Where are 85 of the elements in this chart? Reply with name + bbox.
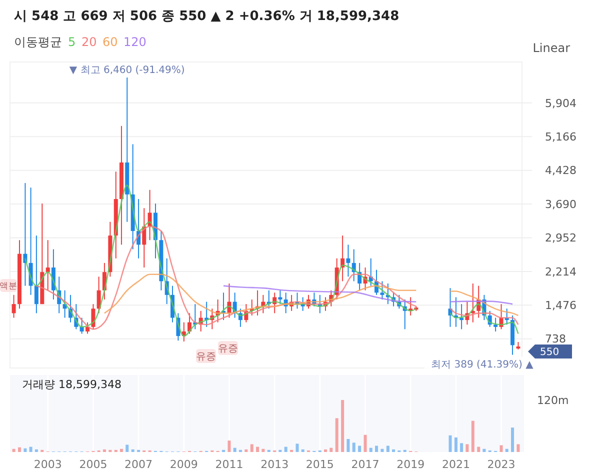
bar xyxy=(120,448,123,452)
bar xyxy=(454,437,458,452)
candlestick xyxy=(494,317,498,332)
y-tick-label: 5,166 xyxy=(545,130,576,144)
bar xyxy=(18,447,21,452)
bar xyxy=(256,446,260,452)
candlestick xyxy=(346,244,350,278)
y-tick-label: 1,476 xyxy=(545,299,576,312)
candlestick xyxy=(278,290,282,305)
chart-title: 거래량 18,599,348 xyxy=(22,378,122,391)
y-tick-label: 2,952 xyxy=(545,232,576,245)
annotation: 550 xyxy=(540,346,560,358)
text: Linear xyxy=(532,41,570,55)
bar xyxy=(233,448,236,452)
candlestick xyxy=(86,322,90,334)
annotation: 유증 xyxy=(218,344,238,354)
bar xyxy=(380,448,384,452)
bar xyxy=(471,420,474,452)
x-tick-label: 2005 xyxy=(79,458,108,471)
bar xyxy=(24,448,27,452)
bar xyxy=(505,448,508,452)
text: 20 xyxy=(82,35,97,49)
text: 120m xyxy=(537,394,569,407)
bar xyxy=(482,448,486,452)
text: 60 xyxy=(102,35,118,49)
y-tick-label: 2,214 xyxy=(545,265,576,278)
bar xyxy=(375,446,378,452)
y-tick-label: 738 xyxy=(545,332,566,346)
bar xyxy=(34,449,38,452)
bar xyxy=(352,442,356,452)
bar xyxy=(369,448,372,452)
x-tick-label: 2013 xyxy=(260,458,289,471)
candlestick xyxy=(380,280,384,300)
x-tick-label: 2009 xyxy=(170,458,198,471)
bar xyxy=(511,428,514,452)
bar xyxy=(12,448,16,452)
bar xyxy=(324,449,327,452)
bar xyxy=(131,449,134,452)
annotation: 액분 xyxy=(0,281,18,292)
bar xyxy=(341,400,344,452)
bar xyxy=(466,444,469,452)
bar xyxy=(516,444,520,452)
bar xyxy=(228,440,231,452)
bar xyxy=(358,446,362,452)
x-tick-label: 2021 xyxy=(442,458,470,471)
x-tick-label: 2015 xyxy=(306,458,334,471)
annotation: ▼ 최고 6,460 (-91.49%) xyxy=(69,65,185,76)
bar xyxy=(262,448,265,452)
x-tick-label: 2003 xyxy=(34,458,62,471)
bar xyxy=(500,445,503,452)
y-tick-label: 3,690 xyxy=(545,198,576,211)
bar xyxy=(126,444,129,452)
annotation: 유증 xyxy=(196,352,216,362)
bar xyxy=(250,444,254,452)
bar xyxy=(392,449,396,452)
bar xyxy=(102,449,106,452)
legend-title: 이동평균 xyxy=(14,35,62,49)
x-tick-label: 2007 xyxy=(124,458,153,471)
bar xyxy=(448,435,452,452)
bar xyxy=(335,418,338,452)
x-tick-label: 2023 xyxy=(487,458,516,471)
y-tick-label: 4,428 xyxy=(545,164,576,178)
bar xyxy=(460,443,464,452)
text: 5 xyxy=(68,35,76,49)
bar xyxy=(330,448,333,452)
candlestick xyxy=(91,304,96,330)
annotation: 최저 389 (41.39%) ▲ xyxy=(431,359,534,370)
x-tick-label: 2017 xyxy=(351,458,380,471)
candlestick xyxy=(34,235,38,314)
text: 120 xyxy=(124,35,146,49)
bar xyxy=(477,446,480,452)
bar xyxy=(386,446,390,452)
x-tick-label: 2019 xyxy=(396,458,425,471)
bar xyxy=(284,446,288,452)
bar xyxy=(301,449,304,452)
bar xyxy=(296,444,299,452)
candlestick xyxy=(46,240,50,291)
candlestick xyxy=(12,294,16,318)
bar xyxy=(244,449,248,452)
chart-title: 시 548 고 669 저 506 종 550 ▲ 2 +0.36% 거 18,599,348 xyxy=(14,9,400,24)
bar xyxy=(364,434,367,452)
y-tick-label: 5,904 xyxy=(545,96,576,110)
bar xyxy=(346,439,350,452)
bar xyxy=(29,446,32,452)
x-tick-label: 2011 xyxy=(215,458,244,471)
